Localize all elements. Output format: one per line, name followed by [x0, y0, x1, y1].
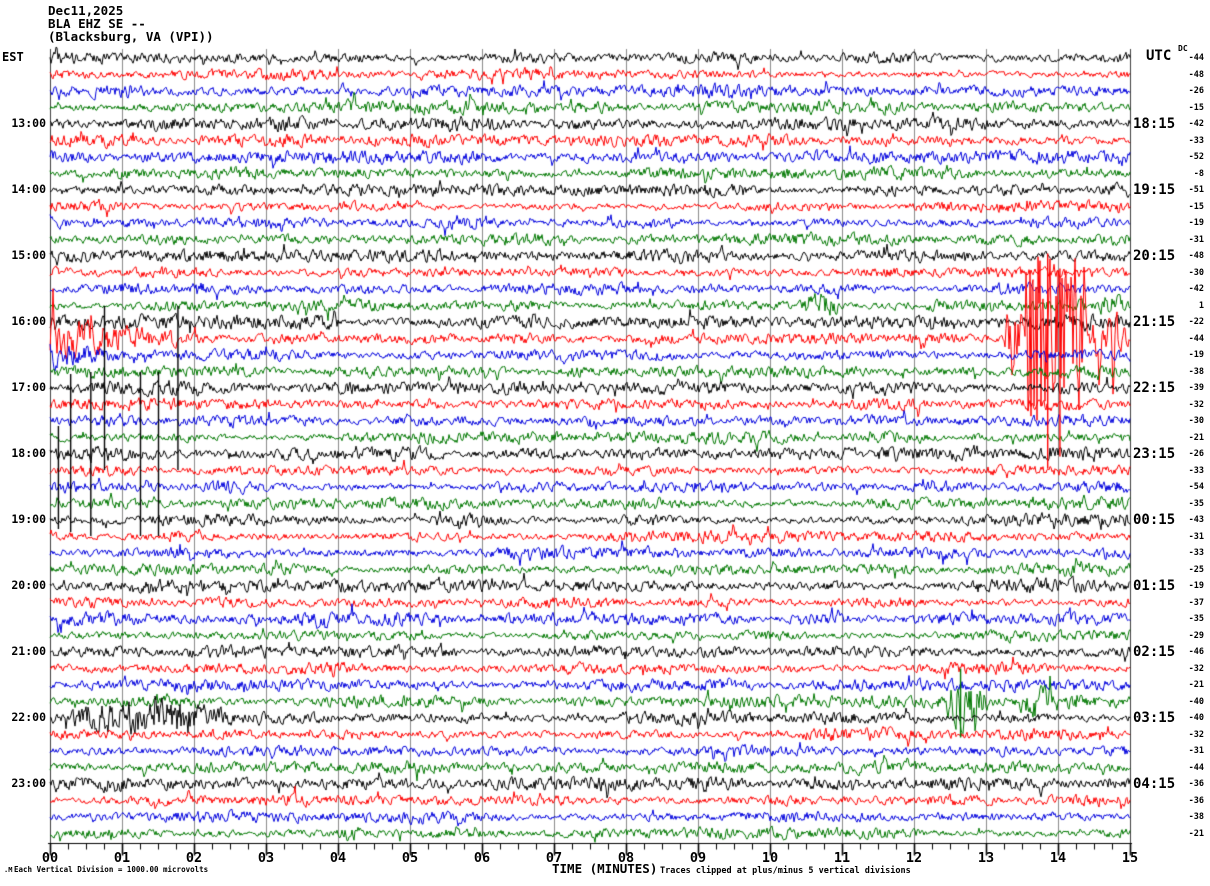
- dc-offset-value: -42: [1188, 119, 1204, 129]
- utc-time-label: 20:15: [1133, 248, 1176, 264]
- x-tick-label: 12: [905, 850, 923, 866]
- x-tick-label: 06: [473, 850, 491, 866]
- x-tick-label: 15: [1121, 850, 1139, 866]
- utc-time-label: 19:15: [1133, 182, 1176, 198]
- utc-time-label: 02:15: [1133, 644, 1176, 660]
- est-time-label: 23:00: [11, 776, 46, 790]
- dc-offset-value: -39: [1188, 383, 1204, 393]
- est-time-label: 13:00: [11, 116, 46, 130]
- utc-time-label: 03:15: [1133, 710, 1176, 726]
- x-tick-label: 08: [617, 850, 635, 866]
- utc-time-label: 18:15: [1133, 116, 1176, 132]
- dc-offset-value: -15: [1188, 201, 1204, 212]
- dc-offset-value: -37: [1188, 597, 1204, 608]
- dc-offset-value: -31: [1188, 531, 1204, 542]
- dc-offset-value: -33: [1188, 465, 1204, 476]
- dc-offset-value: -44: [1188, 53, 1204, 63]
- dc-offset-value: -36: [1188, 795, 1204, 806]
- dc-offset-value: -35: [1188, 614, 1204, 624]
- utc-time-label: 21:15: [1133, 314, 1176, 330]
- left-axis-header: EST: [2, 50, 24, 64]
- dc-offset-value: -44: [1188, 762, 1204, 773]
- plot-title: Dec11,2025 BLA EHZ SE -- (Blacksburg, VA…: [48, 4, 214, 44]
- title-location: (Blacksburg, VA (VPI)): [48, 29, 214, 45]
- dc-offset-value: -38: [1188, 366, 1204, 377]
- dc-offset-value: -40: [1188, 713, 1204, 723]
- x-tick-label: 14: [1049, 850, 1067, 866]
- dc-offset-value: -19: [1188, 581, 1204, 591]
- dc-offset-value: -32: [1188, 399, 1204, 410]
- est-time-label: 17:00: [11, 380, 46, 394]
- dc-offset-value: -22: [1188, 317, 1204, 327]
- corner-mark: .M: [4, 866, 13, 874]
- x-tick-label: 04: [329, 850, 347, 866]
- dc-offset-value: -40: [1188, 696, 1204, 707]
- x-tick-label: 09: [689, 850, 707, 866]
- dc-offset-value: -33: [1188, 548, 1204, 558]
- dc-offset-value: -42: [1188, 284, 1204, 294]
- dc-offset-value: -33: [1188, 135, 1204, 146]
- x-tick-label: 10: [761, 850, 779, 866]
- dc-offset-value: -19: [1188, 218, 1204, 228]
- dc-offset-value: -21: [1188, 432, 1204, 443]
- x-axis-title: TIME (MINUTES): [552, 861, 658, 876]
- utc-time-label: 01:15: [1133, 578, 1176, 594]
- est-time-label: 18:00: [11, 446, 46, 460]
- dc-offset-value: -26: [1188, 86, 1204, 96]
- dc-offset-value: -15: [1188, 102, 1204, 113]
- dc-offset-value: -32: [1188, 663, 1204, 674]
- est-time-label: 22:00: [11, 710, 46, 724]
- est-time-label: 15:00: [11, 248, 46, 262]
- dc-offset-value: -46: [1188, 647, 1204, 657]
- est-time-label: 20:00: [11, 578, 46, 592]
- footnote-clipping: Traces clipped at plus/minus 5 vertical …: [660, 866, 911, 876]
- dc-offset-value: -31: [1188, 746, 1204, 756]
- footnote-vertical-scale: Each Vertical Division = 1000.00 microvo…: [14, 865, 209, 874]
- dc-offset-value: -35: [1188, 498, 1204, 509]
- dc-offset-value: 1: [1198, 300, 1204, 311]
- x-tick-label: 05: [401, 850, 419, 866]
- title-station: BLA EHZ SE --: [48, 16, 146, 32]
- dc-offset-value: -8: [1193, 168, 1204, 179]
- est-time-label: 14:00: [11, 182, 46, 196]
- dc-offset-value: -54: [1188, 482, 1204, 492]
- est-time-label: 21:00: [11, 644, 46, 658]
- dc-offset-value: -19: [1188, 350, 1204, 360]
- dc-offset-value: -30: [1188, 416, 1204, 426]
- right-axis-header: UTC: [1146, 48, 1172, 64]
- dc-offset-value: -21: [1188, 828, 1204, 839]
- dc-offset-value: -51: [1188, 185, 1204, 195]
- x-tick-label: 13: [977, 850, 995, 866]
- est-time-label: 19:00: [11, 512, 46, 526]
- x-tick-label: 00: [41, 850, 59, 866]
- dc-offset-value: -48: [1188, 69, 1204, 80]
- x-tick-label: 03: [257, 850, 275, 866]
- x-tick-label: 07: [545, 850, 563, 866]
- dc-offset-value: -36: [1188, 779, 1204, 789]
- utc-time-label: 04:15: [1133, 776, 1176, 792]
- dc-column-header: DC: [1178, 44, 1188, 53]
- title-date: Dec11,2025: [48, 3, 124, 18]
- dc-offset-value: -29: [1188, 630, 1204, 641]
- dc-offset-value: -43: [1188, 515, 1204, 525]
- utc-time-label: 23:15: [1133, 446, 1176, 462]
- dc-offset-value: -26: [1188, 449, 1204, 459]
- dc-offset-value: -21: [1188, 680, 1204, 690]
- utc-time-label: 00:15: [1133, 512, 1176, 528]
- dc-offset-value: -44: [1188, 333, 1204, 344]
- est-time-label: 16:00: [11, 314, 46, 328]
- utc-time-label: 22:15: [1133, 380, 1176, 396]
- x-tick-label: 01: [113, 850, 131, 866]
- x-tick-label: 02: [185, 850, 203, 866]
- dc-offset-value: -30: [1188, 267, 1204, 278]
- dc-offset-value: -38: [1188, 812, 1204, 822]
- x-tick-label: 11: [833, 850, 851, 866]
- dc-offset-value: -32: [1188, 729, 1204, 740]
- dc-offset-value: -48: [1188, 251, 1204, 261]
- dc-offset-value: -25: [1188, 564, 1204, 575]
- dc-offset-value: -31: [1188, 234, 1204, 245]
- dc-offset-value: -52: [1188, 152, 1204, 162]
